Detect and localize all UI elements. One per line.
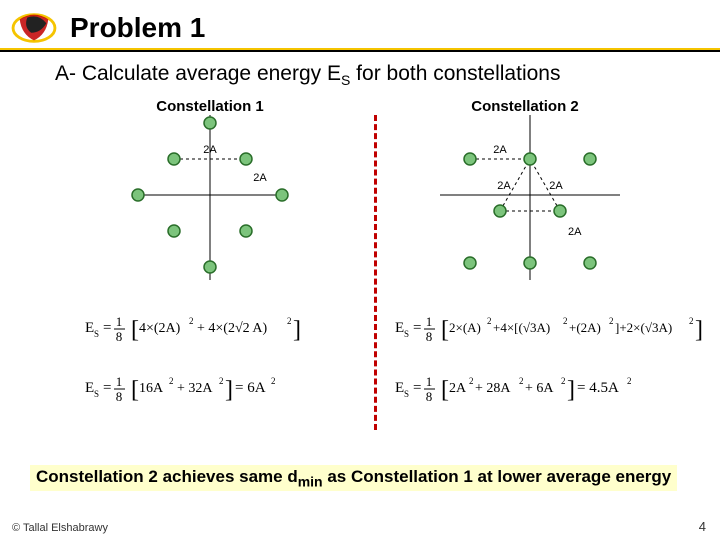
subtitle-sub: S [341,72,350,88]
svg-text:[: [ [131,377,139,403]
svg-text:2: 2 [271,376,276,386]
svg-text:E: E [395,380,404,396]
constellation2-diagram: 2A 2A 2A 2A [420,110,640,300]
svg-text:2: 2 [469,376,474,386]
svg-text:+4×[(√3A): +4×[(√3A) [493,320,550,335]
svg-text:]: ] [293,317,301,343]
subtitle-prefix: A- Calculate average energy E [55,62,341,85]
svg-text:[: [ [441,377,449,403]
svg-text:2×(A): 2×(A) [449,320,481,335]
svg-text:[: [ [441,317,449,343]
svg-text:+ 28A: + 28A [475,381,511,396]
svg-text:1: 1 [116,374,123,389]
c2-label-top: 2A [493,144,507,156]
subtitle: A- Calculate average energy ES for both … [55,62,560,88]
svg-text:= 6A: = 6A [235,380,266,396]
svg-text:2: 2 [287,316,292,326]
svg-text:S: S [94,329,99,339]
svg-text:2: 2 [561,376,566,386]
svg-text:2: 2 [519,376,524,386]
rule-black [0,50,720,52]
constellation1-diagram: 2A 2A [110,110,310,300]
svg-text:2A: 2A [449,381,467,396]
c1-label-top: 2A [203,144,217,156]
svg-text:16A: 16A [139,381,164,396]
svg-text:+ 6A: + 6A [525,381,554,396]
svg-text:1: 1 [426,314,433,329]
svg-text:E: E [85,380,94,396]
c2-label-tleft: 2A [497,180,511,192]
logo-icon [10,8,58,48]
svg-text:2: 2 [169,376,174,386]
svg-text:=: = [103,320,111,336]
svg-text:1: 1 [116,314,123,329]
c2-label-below: 2A [568,226,582,238]
svg-text:E: E [85,320,94,336]
slide-number: 4 [699,519,706,534]
svg-text:S: S [404,329,409,339]
svg-text:[: [ [131,317,139,343]
svg-text:8: 8 [426,329,433,344]
svg-text:]: ] [225,377,233,403]
eq-c1-line2: E S = 1 8 [ 16A 2 + 32A 2 ] = 6A 2 [85,370,335,410]
c1-label-side: 2A [253,172,267,184]
svg-text:]: ] [695,317,703,343]
conclusion-sub: min [298,473,323,489]
svg-text:2: 2 [563,316,568,326]
c2-label-tright: 2A [549,180,563,192]
svg-text:2: 2 [609,316,614,326]
svg-text:=: = [103,380,111,396]
svg-text:2: 2 [189,316,194,326]
svg-text:= 4.5A: = 4.5A [577,380,619,396]
eq-c1-line1: E S = 1 8 [ 4×(2A) 2 + 4×(2√2 A) 2 ] [85,310,345,350]
svg-text:8: 8 [116,329,123,344]
svg-text:]: ] [567,377,575,403]
svg-text:2: 2 [487,316,492,326]
conclusion-suffix: as Constellation 1 at lower average ener… [323,467,672,486]
copyright: © Tallal Elshabrawy [12,522,108,534]
vertical-divider [374,115,377,430]
svg-text:=: = [413,380,421,396]
conclusion: Constellation 2 achieves same dmin as Co… [30,465,677,491]
subtitle-suffix: for both constellations [350,62,560,85]
svg-text:+ 32A: + 32A [177,381,213,396]
svg-text:8: 8 [426,389,433,404]
svg-text:2: 2 [689,316,694,326]
svg-text:8: 8 [116,389,123,404]
slide-title: Problem 1 [70,12,205,44]
svg-text:E: E [395,320,404,336]
svg-text:2: 2 [219,376,224,386]
eq-c2-line1: E S = 1 8 [ 2×(A) 2 +4×[(√3A) 2 +(2A) 2 … [395,310,715,350]
svg-text:+ 4×(2√2 A): + 4×(2√2 A) [197,321,267,336]
svg-text:4×(2A): 4×(2A) [139,321,181,336]
svg-text:1: 1 [426,374,433,389]
svg-text:S: S [94,389,99,399]
svg-text:S: S [404,389,409,399]
eq-c2-line2: E S = 1 8 [ 2A 2 + 28A 2 + 6A 2 ] = 4.5A… [395,370,695,410]
svg-text:+(2A): +(2A) [569,320,601,335]
conclusion-prefix: Constellation 2 achieves same d [36,467,298,486]
svg-text:=: = [413,320,421,336]
svg-text:2: 2 [627,376,632,386]
svg-text:]+2×(√3A): ]+2×(√3A) [615,320,672,335]
